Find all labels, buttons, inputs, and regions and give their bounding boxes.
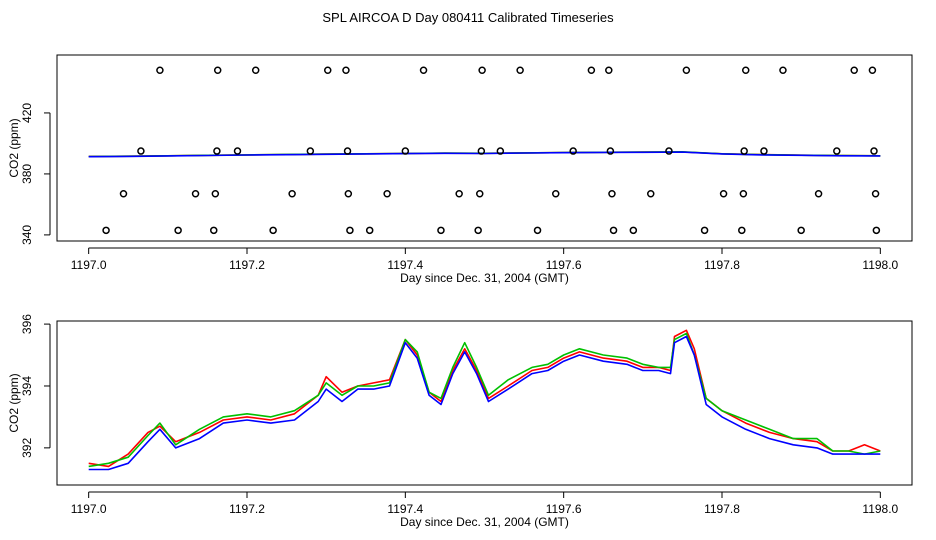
figure-title: SPL AIRCOA D Day 080411 Calibrated Times…	[322, 10, 614, 25]
scatter-point	[365, 226, 374, 235]
scatter-point	[665, 147, 673, 155]
scatter-point	[647, 189, 655, 198]
bottom-y-axis-label: CO2 (ppm)	[7, 373, 21, 432]
scatter-point	[606, 147, 615, 155]
scatter-point	[738, 226, 746, 235]
scatter-point	[742, 66, 750, 74]
scatter-point	[474, 226, 482, 235]
scatter-point	[174, 226, 182, 235]
scatter-point	[872, 226, 881, 235]
scatter-point	[719, 189, 728, 198]
y-tick-label: 380	[20, 164, 34, 184]
scatter-point	[814, 189, 823, 198]
bottom-x-axis: 1197.0 1197.2 1197.4 1197.6 1197.8 1198.0	[71, 491, 899, 516]
y-tick-label: 340	[20, 225, 34, 245]
x-tick-label: 1198.0	[862, 502, 898, 516]
x-tick-label: 1197.0	[71, 258, 107, 272]
series-line-green	[88, 332, 881, 468]
scatter-point	[478, 66, 486, 74]
x-tick-label: 1197.8	[704, 258, 740, 272]
scatter-point	[233, 147, 242, 155]
series-line-blue	[88, 335, 881, 471]
x-tick-label: 1197.4	[387, 258, 423, 272]
x-tick-label: 1197.8	[704, 502, 740, 516]
top-plot-frame	[56, 54, 913, 242]
scatter-point	[288, 189, 296, 198]
scatter-point	[102, 226, 110, 235]
scatter-point	[629, 226, 638, 235]
scatter-point	[587, 66, 596, 74]
series-line-red	[88, 329, 881, 468]
x-tick-label: 1197.6	[546, 258, 582, 272]
scatter-point	[119, 189, 128, 198]
top-panel: 1197.0 1197.2 1197.4 1197.6 1197.8 1198.0 340…	[7, 54, 913, 285]
top-series-lines	[88, 151, 881, 158]
scatter-point	[605, 66, 613, 74]
bottom-plot-frame	[56, 320, 913, 486]
scatter-point	[137, 147, 145, 155]
y-tick-label: 420	[20, 103, 34, 123]
bottom-series-lines	[88, 329, 881, 471]
scatter-point	[496, 147, 505, 155]
scatter-point	[779, 66, 787, 74]
scatter-point	[740, 147, 748, 155]
scatter-point	[213, 66, 222, 74]
scatter-point	[344, 189, 353, 198]
bottom-y-axis: 392 394 396	[20, 314, 51, 458]
scatter-point	[552, 189, 560, 198]
scatter-point	[210, 226, 218, 235]
scatter-point	[213, 147, 221, 155]
scatter-point	[533, 226, 542, 235]
scatter-point	[455, 189, 463, 198]
scatter-point	[739, 189, 748, 198]
scatter-point	[682, 66, 691, 74]
x-tick-label: 1197.2	[229, 502, 265, 516]
scatter-point	[797, 226, 805, 235]
scatter-point	[419, 66, 428, 74]
scatter-point	[324, 66, 332, 74]
scatter-point	[868, 66, 877, 74]
x-tick-label: 1197.4	[387, 502, 423, 516]
scatter-point	[608, 189, 616, 198]
x-tick-label: 1197.6	[546, 502, 582, 516]
bottom-x-axis-label: Day since Dec. 31, 2004 (GMT)	[400, 515, 569, 529]
scatter-point	[251, 66, 260, 74]
scatter-point	[609, 226, 618, 235]
scatter-point	[342, 66, 350, 74]
scatter-point	[477, 147, 486, 155]
scatter-point	[569, 147, 577, 155]
scatter-point	[306, 147, 315, 155]
top-y-axis: 340 380 420	[20, 103, 51, 245]
x-tick-label: 1197.2	[229, 258, 265, 272]
top-x-axis: 1197.0 1197.2 1197.4 1197.6 1197.8 1198.0	[71, 247, 899, 272]
scatter-point	[850, 66, 858, 74]
scatter-point	[211, 189, 220, 198]
scatter-point	[346, 226, 354, 235]
top-x-axis-label: Day since Dec. 31, 2004 (GMT)	[400, 271, 569, 285]
scatter-point	[401, 147, 410, 155]
scatter-point	[191, 189, 200, 198]
top-scatter-points	[102, 66, 881, 235]
series-line-blue	[88, 151, 881, 158]
scatter-point	[760, 147, 768, 155]
scatter-point	[871, 189, 880, 198]
y-tick-label: 394	[20, 376, 34, 396]
scatter-point	[437, 226, 445, 235]
scatter-point	[476, 189, 484, 198]
x-tick-label: 1197.0	[71, 502, 107, 516]
scatter-point	[700, 226, 709, 235]
scatter-point	[343, 147, 352, 155]
scatter-point	[156, 66, 164, 74]
bottom-panel: 1197.0 1197.2 1197.4 1197.6 1197.8 1198.0 392…	[7, 314, 913, 529]
y-tick-label: 392	[20, 438, 34, 458]
y-tick-label: 396	[20, 314, 34, 334]
top-y-axis-label: CO2 (ppm)	[7, 118, 21, 177]
scatter-point	[833, 147, 841, 155]
scatter-point	[870, 147, 878, 155]
scatter-point	[516, 66, 524, 74]
scatter-point	[383, 189, 391, 198]
scatter-point	[269, 226, 277, 235]
x-tick-label: 1198.0	[862, 258, 898, 272]
